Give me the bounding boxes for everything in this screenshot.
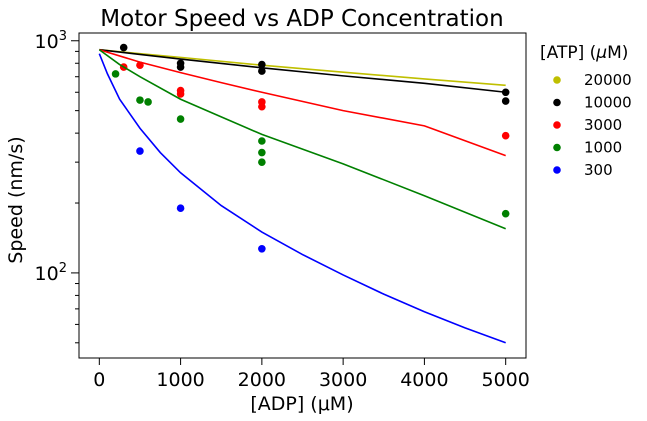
series-10000-point — [501, 88, 510, 97]
plot-frame — [78, 32, 527, 359]
axes: 0 1000 2000 3000 4000 5000 102 103 — [35, 29, 530, 391]
series-300-fit-line — [98, 53, 506, 344]
series-1000-point — [258, 158, 266, 166]
series-10000-point — [258, 67, 266, 75]
series-1000-point — [501, 209, 510, 218]
legend-label-1000: 1000 — [584, 139, 622, 157]
series-10000-point — [176, 59, 185, 68]
series-3000-point — [501, 131, 510, 140]
series-3000-point — [258, 98, 266, 106]
legend-marker-1000 — [553, 143, 561, 152]
series-10000-point — [501, 97, 510, 105]
series-1000-point — [258, 148, 266, 157]
legend-label-300: 300 — [584, 161, 613, 179]
chart-title: Motor Speed vs ADP Concentration — [100, 6, 503, 32]
x-axis-label: [ADP] (μM) — [250, 393, 353, 415]
series-1000-point — [144, 98, 152, 106]
legend-title: [ATP] (μM) — [540, 43, 628, 63]
series-10000-fit-line — [99, 48, 506, 94]
series-10000-point — [258, 60, 266, 69]
series-300-point — [136, 147, 144, 155]
legend-label-10000: 10000 — [584, 94, 632, 112]
x-tick-label: 1000 — [156, 369, 204, 391]
series-3000-point — [176, 86, 185, 95]
series-3000-point — [136, 61, 144, 69]
legend-label-3000: 3000 — [584, 116, 622, 134]
legend-marker-3000 — [553, 121, 561, 129]
series-1000-point — [176, 115, 185, 123]
series-1000-fit-line — [98, 49, 506, 230]
legend-label-20000: 20000 — [584, 71, 632, 89]
series-3000-fit-line — [99, 48, 506, 157]
legend-marker-300 — [553, 166, 561, 174]
legend: [ATP] (μM) 20000 10000 3000 1000 300 — [540, 43, 632, 179]
y-tick-label: 102 — [35, 261, 67, 285]
series-1000-point — [136, 96, 144, 104]
series-300-point — [176, 204, 185, 212]
plot-area — [98, 43, 510, 344]
legend-marker-20000 — [553, 76, 561, 84]
x-tick-label: 0 — [93, 369, 105, 391]
x-tick-label: 3000 — [319, 369, 367, 391]
x-tick-label: 2000 — [238, 369, 286, 391]
series-1000-point — [258, 137, 266, 145]
series-300-point — [258, 245, 266, 253]
x-tick-label: 4000 — [400, 369, 448, 391]
x-tick-label: 5000 — [482, 369, 530, 391]
y-axis-label: Speed (nm/s) — [5, 136, 27, 263]
series-1000-point — [111, 70, 120, 78]
y-tick-label: 103 — [35, 29, 67, 53]
legend-marker-10000 — [553, 98, 561, 107]
series-10000-point — [119, 43, 128, 52]
